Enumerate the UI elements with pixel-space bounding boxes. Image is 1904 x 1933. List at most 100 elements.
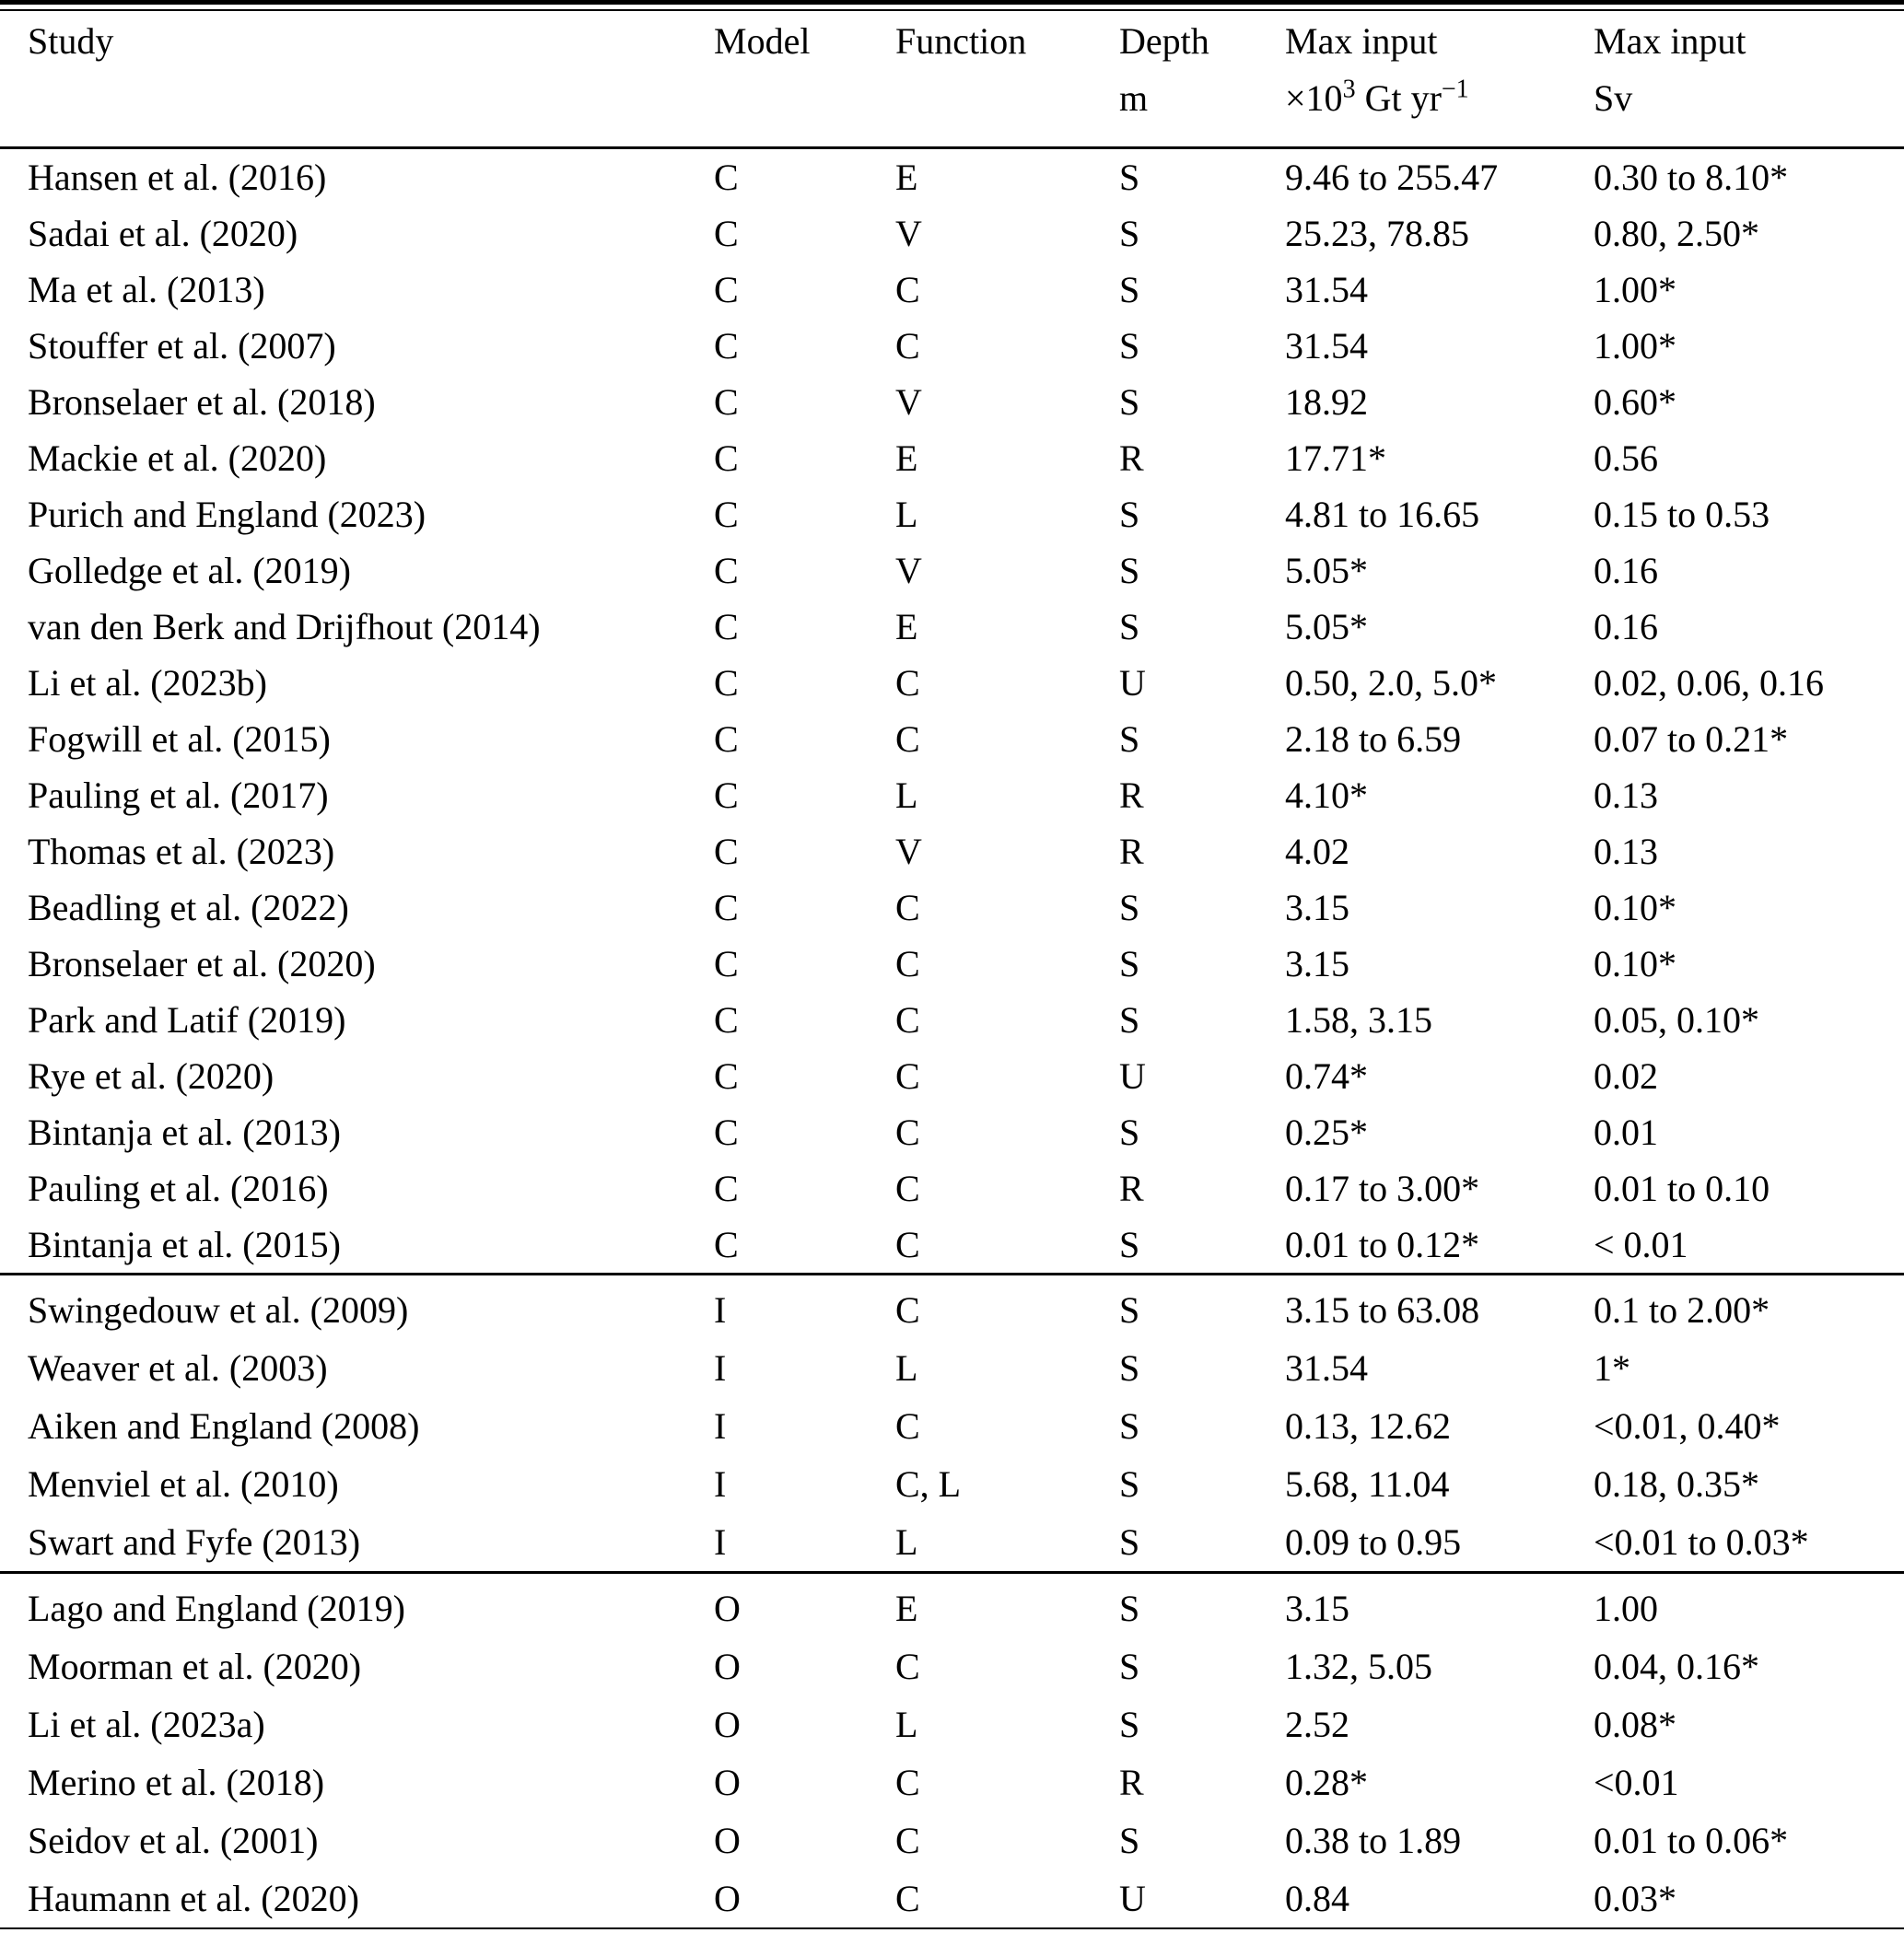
cell-model: C: [714, 1055, 739, 1097]
cell-sv: 0.05, 0.10*: [1594, 999, 1759, 1041]
cell-depth: S: [1119, 999, 1140, 1041]
cell-func: E: [895, 606, 918, 647]
cell-model: O: [714, 1820, 741, 1861]
cell-model: C: [714, 269, 739, 310]
cell-depth: S: [1119, 943, 1140, 984]
cell-depth: S: [1119, 494, 1140, 535]
table-row: Bronselaer et al. (2018) C V S 18.92 0.60*: [0, 374, 1904, 430]
studies-table: Study Model Function Depth m Max input ×…: [0, 11, 1904, 1927]
cell-gt: 3.15 to 63.08: [1285, 1273, 1594, 1339]
cell-depth: S: [1119, 381, 1140, 423]
cell-study: van den Berk and Drijfhout (2014): [28, 606, 541, 647]
table-row: Li et al. (2023a) O L S 2.52 0.08*: [0, 1695, 1904, 1753]
cell-gt: 4.10*: [1285, 774, 1368, 816]
cell-func: L: [895, 774, 918, 816]
max-gt-exponent: 3: [1342, 75, 1356, 104]
cell-model: C: [714, 157, 739, 198]
column-header-model-label: Model: [714, 20, 811, 62]
column-header-max-sv-unit: Sv: [1594, 77, 1633, 119]
cell-study: Li et al. (2023a): [28, 1704, 265, 1745]
max-gt-unit-text: Gt yr: [1355, 77, 1442, 119]
cell-sv: 0.08*: [1594, 1704, 1676, 1745]
cell-study: Menviel et al. (2010): [28, 1463, 339, 1505]
cell-func: C: [895, 1762, 920, 1803]
cell-study: Mackie et al. (2020): [28, 437, 327, 479]
cell-func: L: [895, 1347, 918, 1389]
cell-func: C: [895, 1878, 920, 1919]
table-row: Pauling et al. (2016) C C R 0.17 to 3.00* 0.0…: [0, 1160, 1904, 1217]
cell-func: E: [895, 1571, 1119, 1637]
column-header-function: Function: [895, 11, 1119, 149]
cell-sv: 0.1 to 2.00*: [1594, 1273, 1904, 1339]
cell-study: Li et al. (2023b): [28, 662, 267, 704]
cell-depth: S: [1119, 1112, 1140, 1153]
cell-study: Lago and England (2019): [0, 1571, 714, 1637]
cell-model: I: [714, 1405, 727, 1447]
cell-depth: S: [1119, 550, 1140, 591]
cell-gt: 0.50, 2.0, 5.0*: [1285, 662, 1497, 704]
table-row: Park and Latif (2019) C C S 1.58, 3.15 0.05, …: [0, 992, 1904, 1048]
cell-func: V: [895, 381, 922, 423]
cell-depth: S: [1119, 1521, 1140, 1563]
cell-func: C: [895, 999, 920, 1041]
cell-depth: S: [1119, 1704, 1140, 1745]
cell-study: Ma et al. (2013): [28, 269, 265, 310]
cell-func: V: [895, 550, 922, 591]
table-row: Mackie et al. (2020) C E R 17.71* 0.56: [0, 430, 1904, 486]
table-row: Seidov et al. (2001) O C S 0.38 to 1.89 0.01 …: [0, 1811, 1904, 1869]
cell-model: C: [714, 437, 739, 479]
cell-gt: 0.09 to 0.95: [1285, 1521, 1462, 1563]
cell-depth: S: [1119, 1820, 1140, 1861]
column-header-max-gt-unit: ×103 Gt yr−1: [1285, 70, 1594, 127]
table-row: Golledge et al. (2019) C V S 5.05* 0.16: [0, 542, 1904, 599]
cell-gt: 0.13, 12.62: [1285, 1405, 1451, 1447]
cell-gt: 31.54: [1285, 269, 1368, 310]
cell-depth: R: [1119, 831, 1144, 872]
cell-sv: 0.01 to 0.10: [1594, 1168, 1770, 1209]
cell-func: L: [895, 494, 918, 535]
cell-model: C: [714, 213, 739, 254]
cell-study: Bintanja et al. (2013): [28, 1112, 341, 1153]
cell-sv: 0.80, 2.50*: [1594, 213, 1759, 254]
cell-gt: 31.54: [1285, 325, 1368, 367]
cell-func: C, L: [895, 1463, 962, 1505]
cell-gt: 0.25*: [1285, 1112, 1368, 1153]
cell-model: C: [714, 1112, 739, 1153]
cell-study: Rye et al. (2020): [28, 1055, 275, 1097]
cell-study: Pauling et al. (2017): [28, 774, 329, 816]
cell-sv: 0.10*: [1594, 943, 1676, 984]
cell-sv: 0.13: [1594, 774, 1658, 816]
cell-study: Beadling et al. (2022): [28, 887, 349, 928]
table-row: Rye et al. (2020) C C U 0.74* 0.02: [0, 1048, 1904, 1104]
column-header-function-label: Function: [895, 20, 1027, 62]
cell-func: L: [895, 1521, 918, 1563]
cell-sv: 0.56: [1594, 437, 1658, 479]
cell-sv: 0.02, 0.06, 0.16: [1594, 662, 1824, 704]
cell-depth: U: [1119, 662, 1146, 704]
column-header-depth-unit: m: [1119, 77, 1149, 119]
cell-study: Stouffer et al. (2007): [28, 325, 336, 367]
cell-model: C: [714, 381, 739, 423]
cell-study: Bintanja et al. (2015): [28, 1224, 341, 1265]
cell-sv: 1.00*: [1594, 269, 1676, 310]
cell-depth: S: [1119, 1347, 1140, 1389]
table-row: Weaver et al. (2003) I L S 31.54 1*: [0, 1339, 1904, 1397]
cell-study: Haumann et al. (2020): [28, 1878, 359, 1919]
table-row: Hansen et al. (2016) C E S 9.46 to 255.47 0.3…: [0, 148, 1904, 206]
cell-gt: 0.38 to 1.89: [1285, 1820, 1462, 1861]
cell-gt: 9.46 to 255.47: [1285, 157, 1499, 198]
max-gt-factor: ×10: [1285, 77, 1343, 119]
table-row: Lago and England (2019) O E S 3.15 1.00: [0, 1571, 1904, 1637]
table-row: van den Berk and Drijfhout (2014) C E S 5.05…: [0, 599, 1904, 655]
cell-depth: S: [1119, 157, 1140, 198]
top-rule-thin: [0, 9, 1904, 11]
table-row: Swingedouw et al. (2009) I C S 3.15 to 63.08…: [0, 1273, 1904, 1339]
cell-study: Thomas et al. (2023): [28, 831, 335, 872]
cell-model: O: [714, 1878, 741, 1919]
cell-sv: 0.18, 0.35*: [1594, 1463, 1759, 1505]
cell-func: C: [895, 662, 920, 704]
cell-sv: 0.16: [1594, 606, 1658, 647]
cell-depth: S: [1119, 1571, 1285, 1637]
cell-func: C: [895, 718, 920, 760]
cell-func: C: [895, 1646, 920, 1687]
